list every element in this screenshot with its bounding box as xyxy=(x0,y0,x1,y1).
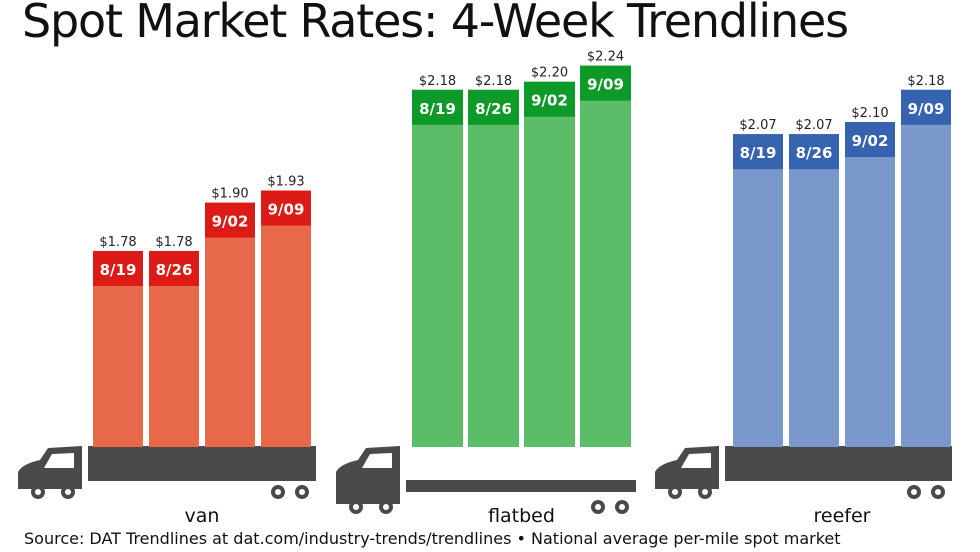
bar-category-label: 9/09 xyxy=(268,201,305,219)
wheel-hub xyxy=(383,504,389,510)
bar-value-label: $2.18 xyxy=(419,74,456,89)
bar-category-label: 8/19 xyxy=(100,261,137,279)
wheel-hub xyxy=(595,504,601,510)
bar-reefer-1 xyxy=(789,134,839,447)
bar-value-label: $1.90 xyxy=(211,187,248,202)
bar-reefer-2 xyxy=(845,122,895,447)
bar-category-label: 9/02 xyxy=(852,132,889,150)
cab-window xyxy=(681,453,711,468)
bar-category-label: 9/02 xyxy=(531,92,568,110)
bar-flatbed-3 xyxy=(580,65,631,448)
bar-van-2 xyxy=(205,202,255,447)
wheel-hub xyxy=(65,489,71,495)
wheel-hub xyxy=(353,504,359,510)
bar-category-label: 8/26 xyxy=(796,144,833,162)
flatbed-deck xyxy=(406,480,636,492)
series-label-van: van xyxy=(185,505,220,527)
bar-flatbed-1 xyxy=(468,89,519,448)
bar-value-label: $2.24 xyxy=(587,50,624,65)
wheel-hub xyxy=(619,504,625,510)
truck-icon-van xyxy=(18,446,316,499)
bar-cap-van-0 xyxy=(93,251,143,286)
bar-flatbed-0 xyxy=(412,89,463,448)
bar-value-label: $2.18 xyxy=(907,74,944,89)
bar-value-label: $1.78 xyxy=(155,235,192,250)
bar-cap-van-3 xyxy=(261,190,311,226)
bar-cap-flatbed-2 xyxy=(524,81,575,117)
bar-cap-flatbed-0 xyxy=(412,89,463,125)
bar-value-label: $1.78 xyxy=(99,235,136,250)
bar-value-label: $2.07 xyxy=(739,118,776,133)
bar-cap-van-1 xyxy=(149,251,199,286)
bar-cap-flatbed-3 xyxy=(580,65,631,101)
bar-category-label: 8/19 xyxy=(740,144,777,162)
bar-category-label: 8/26 xyxy=(475,100,512,118)
bar-category-label: 8/26 xyxy=(156,261,193,279)
bar-cap-reefer-3 xyxy=(901,89,951,125)
cab-window xyxy=(44,453,74,468)
wheel-hub xyxy=(275,489,281,495)
bar-reefer-0 xyxy=(733,134,783,447)
bar-category-label: 8/19 xyxy=(419,100,456,118)
series-label-reefer: reefer xyxy=(814,505,871,527)
wheel-hub xyxy=(935,489,941,495)
source-note: Source: DAT Trendlines at dat.com/indust… xyxy=(24,529,841,548)
bar-value-label: $2.20 xyxy=(531,66,568,81)
wheel-hub xyxy=(702,489,708,495)
bar-value-label: $2.10 xyxy=(851,106,888,121)
bar-cap-reefer-2 xyxy=(845,122,895,158)
cab-window xyxy=(362,453,392,468)
wheel-hub xyxy=(35,489,41,495)
chart-title: Spot Market Rates: 4-Week Trendlines xyxy=(22,0,849,48)
wheel-hub xyxy=(299,489,305,495)
bar-value-label: $1.93 xyxy=(267,175,304,190)
bar-value-label: $2.07 xyxy=(795,118,832,133)
series-label-flatbed: flatbed xyxy=(488,505,555,527)
truck-icon-reefer xyxy=(655,446,952,499)
bar-category-label: 9/09 xyxy=(587,76,624,94)
trailer-body xyxy=(88,446,316,481)
bar-cap-flatbed-1 xyxy=(468,89,519,125)
bar-category-label: 9/09 xyxy=(908,100,945,118)
bar-reefer-3 xyxy=(901,89,951,448)
bar-van-3 xyxy=(261,190,311,448)
bar-flatbed-2 xyxy=(524,81,575,448)
wheel-hub xyxy=(911,489,917,495)
wheel-hub xyxy=(672,489,678,495)
bar-category-label: 9/02 xyxy=(212,213,249,231)
trailer-body xyxy=(725,446,952,481)
bar-value-label: $2.18 xyxy=(475,74,512,89)
truck-icon-flatbed xyxy=(336,446,636,514)
bar-cap-van-2 xyxy=(205,202,255,238)
bar-cap-reefer-0 xyxy=(733,134,783,170)
bar-cap-reefer-1 xyxy=(789,134,839,170)
